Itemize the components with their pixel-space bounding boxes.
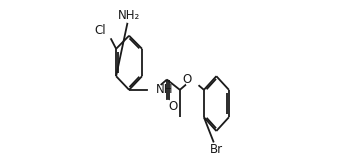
Text: O: O [168, 100, 177, 113]
Text: O: O [182, 73, 191, 86]
Text: Cl: Cl [94, 24, 106, 37]
Text: NH: NH [156, 83, 174, 96]
Text: Br: Br [210, 143, 223, 155]
Text: NH₂: NH₂ [118, 9, 140, 22]
